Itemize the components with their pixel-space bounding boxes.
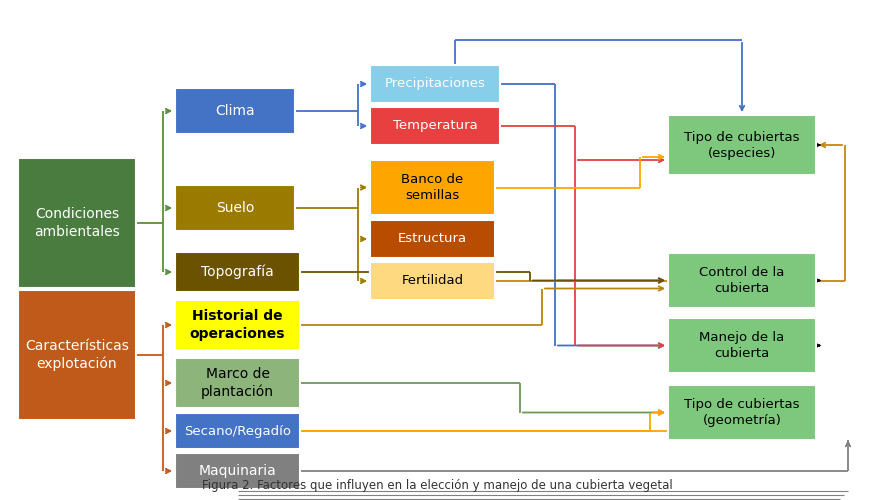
- FancyBboxPatch shape: [175, 358, 300, 408]
- Text: Condiciones
ambientales: Condiciones ambientales: [34, 208, 120, 238]
- Text: Temperatura: Temperatura: [393, 120, 478, 132]
- FancyBboxPatch shape: [370, 262, 495, 300]
- Text: Características
explotación: Características explotación: [25, 339, 129, 371]
- Text: Control de la
cubierta: Control de la cubierta: [699, 266, 785, 295]
- FancyBboxPatch shape: [668, 318, 816, 373]
- Text: Historial de
operaciones: Historial de operaciones: [190, 310, 285, 340]
- FancyBboxPatch shape: [370, 160, 495, 215]
- FancyBboxPatch shape: [175, 453, 300, 489]
- Text: Maquinaria: Maquinaria: [199, 464, 276, 478]
- FancyBboxPatch shape: [668, 385, 816, 440]
- Text: Estructura: Estructura: [398, 232, 467, 245]
- FancyBboxPatch shape: [370, 65, 500, 103]
- FancyBboxPatch shape: [175, 88, 295, 134]
- Text: Clima: Clima: [215, 104, 255, 118]
- FancyBboxPatch shape: [175, 300, 300, 350]
- FancyBboxPatch shape: [370, 107, 500, 145]
- FancyBboxPatch shape: [370, 220, 495, 258]
- Text: Banco de
semillas: Banco de semillas: [402, 173, 464, 202]
- Text: Tipo de cubiertas
(geometría): Tipo de cubiertas (geometría): [684, 398, 800, 427]
- FancyBboxPatch shape: [18, 158, 136, 288]
- FancyBboxPatch shape: [175, 252, 300, 292]
- Text: Figura 2. Factores que influyen en la elección y manejo de una cubierta vegetal: Figura 2. Factores que influyen en la el…: [201, 479, 672, 492]
- FancyBboxPatch shape: [668, 115, 816, 175]
- Text: Fertilidad: Fertilidad: [402, 274, 464, 287]
- Text: Suelo: Suelo: [216, 201, 255, 215]
- Text: Topografía: Topografía: [201, 265, 274, 279]
- FancyBboxPatch shape: [175, 185, 295, 231]
- FancyBboxPatch shape: [175, 413, 300, 449]
- Text: Marco de
plantación: Marco de plantación: [201, 367, 274, 399]
- FancyBboxPatch shape: [668, 253, 816, 308]
- FancyBboxPatch shape: [18, 290, 136, 420]
- Text: Secano/Regadío: Secano/Regadío: [184, 424, 291, 438]
- Text: Precipitaciones: Precipitaciones: [385, 78, 486, 90]
- Text: Manejo de la
cubierta: Manejo de la cubierta: [699, 331, 785, 360]
- Text: Tipo de cubiertas
(especies): Tipo de cubiertas (especies): [684, 130, 800, 160]
